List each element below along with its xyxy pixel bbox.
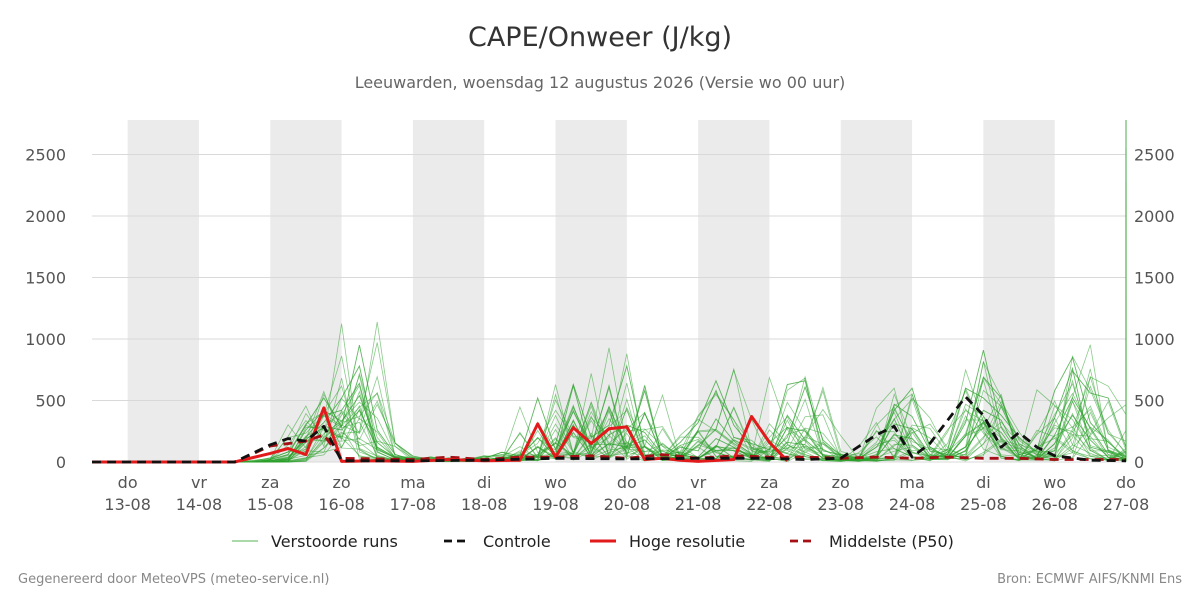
- legend-label: Verstoorde runs: [271, 532, 398, 551]
- main-series: [92, 395, 1127, 464]
- chart-subtitle: Leeuwarden, woensdag 12 augustus 2026 (V…: [354, 73, 846, 92]
- legend-label: Controle: [483, 532, 551, 551]
- shaded-day: [412, 120, 485, 462]
- x-tick-day: do: [617, 473, 637, 492]
- legend-label: Hoge resolutie: [629, 532, 745, 551]
- chart-title: CAPE/Onweer (J/kg): [467, 22, 732, 53]
- footer-source: Bron: ECMWF AIFS/KNMI Ens: [997, 572, 1182, 587]
- x-tick-day: di: [976, 473, 991, 492]
- x-tick-date: 22-08: [746, 495, 793, 514]
- x-tick-date: 25-08: [960, 495, 1007, 514]
- y-tick-label-right: 2500: [1134, 145, 1175, 164]
- x-tick-day: wo: [1043, 473, 1066, 492]
- x-tick-day: za: [760, 473, 778, 492]
- x-tick-date: 19-08: [532, 495, 579, 514]
- series-controle: [92, 395, 1127, 464]
- x-tick-date: 27-08: [1103, 495, 1150, 514]
- y-tick-label-right: 2000: [1134, 207, 1175, 226]
- x-tick-day: di: [477, 473, 492, 492]
- x-tick-date: 24-08: [889, 495, 936, 514]
- x-tick-date: 17-08: [390, 495, 437, 514]
- y-tick-label-left: 2500: [25, 145, 66, 164]
- x-tick-date: 21-08: [675, 495, 722, 514]
- shaded-day: [698, 120, 770, 462]
- x-tick-date: 15-08: [247, 495, 294, 514]
- x-tick-day: ma: [899, 473, 924, 492]
- shaded-day: [127, 120, 199, 462]
- legend: Verstoorde runs Controle Hoge resolutie Mid…: [232, 532, 954, 551]
- y-tick-label-right: 1500: [1134, 268, 1175, 287]
- x-tick-date: 26-08: [1031, 495, 1078, 514]
- y-tick-label-right: 1000: [1134, 330, 1175, 349]
- y-tick-label-left: 500: [35, 391, 66, 410]
- x-tick-day: vr: [690, 473, 706, 492]
- y-tick-label-left: 1500: [25, 268, 66, 287]
- shaded-day: [983, 120, 1055, 462]
- x-tick-day: zo: [832, 473, 850, 492]
- x-tick-day: wo: [544, 473, 567, 492]
- footer-generator: Gegenereerd door MeteoVPS (meteo-service…: [18, 572, 330, 587]
- x-tick-date: 16-08: [318, 495, 365, 514]
- x-tick-day: za: [261, 473, 279, 492]
- y-tick-label-right: 500: [1134, 391, 1165, 410]
- x-tick-date: 20-08: [604, 495, 651, 514]
- x-tick-day: vr: [191, 473, 207, 492]
- series-middelste-p50: [92, 433, 1126, 464]
- x-tick-date: 13-08: [104, 495, 151, 514]
- y-tick-label-left: 1000: [25, 330, 66, 349]
- x-tick-day: do: [118, 473, 138, 492]
- x-tick-date: 23-08: [818, 495, 865, 514]
- shaded-day: [840, 120, 913, 462]
- day-shading: [127, 120, 1055, 462]
- axes: 0 0 500 500 1000 1000 1500 1500 2000 2000 2500 2500…: [25, 145, 1174, 514]
- y-tick-label-left: 2000: [25, 207, 66, 226]
- series-hoge-resolutie: [92, 406, 789, 464]
- y-tick-label-left: 0: [56, 453, 66, 472]
- x-tick-day: zo: [332, 473, 350, 492]
- y-tick-label-right: 0: [1134, 453, 1144, 472]
- legend-label: Middelste (P50): [829, 532, 954, 551]
- shaded-day: [555, 120, 627, 462]
- x-tick-date: 14-08: [176, 495, 223, 514]
- x-tick-date: 18-08: [461, 495, 508, 514]
- x-tick-day: ma: [400, 473, 425, 492]
- x-tick-day: do: [1116, 473, 1136, 492]
